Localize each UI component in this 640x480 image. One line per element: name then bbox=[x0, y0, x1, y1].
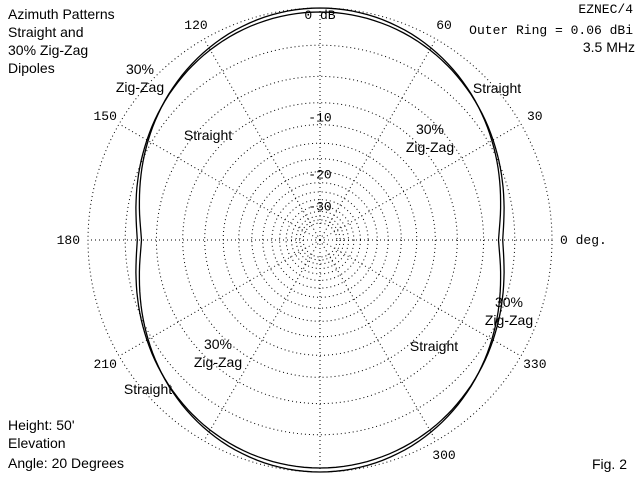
grid-ring bbox=[238, 158, 402, 322]
trace-label: Straight bbox=[473, 80, 521, 96]
grid-ring bbox=[204, 124, 436, 356]
trace-label: Zig-Zag bbox=[406, 139, 454, 155]
angle-label: 300 bbox=[432, 448, 455, 463]
grid-ring bbox=[124, 44, 516, 436]
polar-labels: 0 dB -10 -20 -30 0 deg. 30 60 120 150 180 210 300 33… bbox=[57, 8, 607, 463]
elevation-label: Elevation bbox=[8, 435, 66, 451]
title-line-3: 30% Zig-Zag bbox=[8, 42, 88, 58]
ring-label: -20 bbox=[308, 168, 331, 183]
ring-label: -30 bbox=[308, 200, 331, 215]
grid-ring bbox=[182, 102, 458, 378]
ring-label: 0 dB bbox=[304, 8, 335, 23]
angle-label: 330 bbox=[523, 357, 546, 372]
trace-label: 30% bbox=[204, 336, 232, 352]
trace-label: 30% bbox=[126, 61, 154, 77]
title-line-4: Dipoles bbox=[8, 60, 55, 76]
trace-label: Straight bbox=[124, 381, 172, 397]
angle-label: 150 bbox=[93, 109, 116, 124]
angle-label: 60 bbox=[436, 18, 452, 33]
title-line-2: Straight and bbox=[8, 24, 84, 40]
angle-label: 0 deg. bbox=[560, 233, 607, 248]
pattern-trace-zigzag bbox=[135, 11, 505, 469]
title-line-1: Azimuth Patterns bbox=[8, 6, 115, 22]
ring-label: -10 bbox=[308, 110, 331, 125]
program-name: EZNEC/4 bbox=[578, 2, 633, 17]
angle-label: 30 bbox=[527, 109, 543, 124]
trace-label: 30% bbox=[495, 294, 523, 310]
angle-label: 120 bbox=[184, 18, 207, 33]
height-label: Height: 50' bbox=[8, 417, 75, 433]
polar-grid bbox=[87, 7, 553, 473]
trace-label: 30% bbox=[416, 121, 444, 137]
pattern-trace-straight bbox=[138, 7, 502, 473]
angle-label: Angle: 20 Degrees bbox=[8, 455, 124, 471]
angle-label: 180 bbox=[57, 233, 80, 248]
frequency-label: 3.5 MHz bbox=[583, 39, 635, 55]
grid-ring bbox=[262, 182, 378, 298]
trace-label: Zig-Zag bbox=[485, 312, 533, 328]
trace-label: Zig-Zag bbox=[194, 354, 242, 370]
trace-label: Straight bbox=[410, 338, 458, 354]
trace-label: Straight bbox=[184, 127, 232, 143]
pattern-traces bbox=[135, 7, 505, 473]
figure-number: Fig. 2 bbox=[592, 456, 627, 472]
trace-label: Zig-Zag bbox=[116, 79, 164, 95]
grid-ring bbox=[155, 75, 485, 405]
outer-ring-value: Outer Ring = 0.06 dBi bbox=[469, 23, 633, 38]
grid-ring bbox=[285, 205, 355, 275]
angle-label: 210 bbox=[93, 357, 116, 372]
grid-ring bbox=[295, 215, 345, 265]
